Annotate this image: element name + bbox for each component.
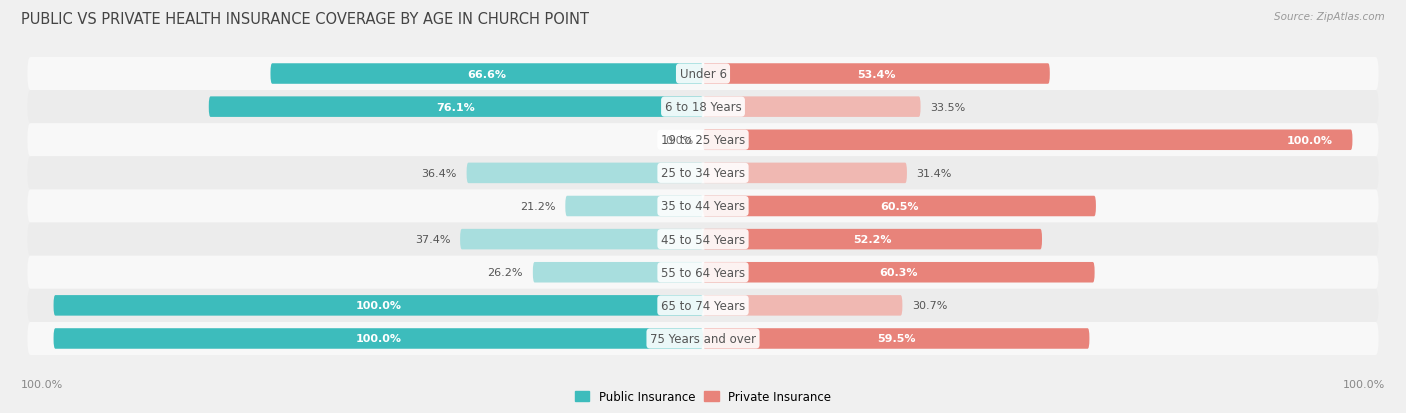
Text: Under 6: Under 6 [679,68,727,81]
FancyBboxPatch shape [703,196,1095,217]
Text: 6 to 18 Years: 6 to 18 Years [665,101,741,114]
FancyBboxPatch shape [533,262,703,283]
FancyBboxPatch shape [28,124,1378,157]
FancyBboxPatch shape [467,163,703,184]
FancyBboxPatch shape [703,97,921,118]
FancyBboxPatch shape [28,322,1378,355]
Text: 26.2%: 26.2% [488,268,523,278]
FancyBboxPatch shape [703,130,1353,151]
Text: 36.4%: 36.4% [422,169,457,178]
Text: 60.3%: 60.3% [880,268,918,278]
FancyBboxPatch shape [565,196,703,217]
FancyBboxPatch shape [53,295,703,316]
Text: 25 to 34 Years: 25 to 34 Years [661,167,745,180]
Text: 53.4%: 53.4% [858,69,896,79]
FancyBboxPatch shape [28,190,1378,223]
Text: 100.0%: 100.0% [1286,135,1333,145]
Text: 37.4%: 37.4% [415,235,450,244]
Text: 19 to 25 Years: 19 to 25 Years [661,134,745,147]
FancyBboxPatch shape [28,157,1378,190]
FancyBboxPatch shape [703,64,1050,85]
Text: 100.0%: 100.0% [1343,379,1385,389]
Text: 76.1%: 76.1% [436,102,475,112]
Text: 0.0%: 0.0% [665,135,693,145]
Text: 100.0%: 100.0% [21,379,63,389]
Legend: Public Insurance, Private Insurance: Public Insurance, Private Insurance [571,385,835,408]
Text: 33.5%: 33.5% [931,102,966,112]
FancyBboxPatch shape [28,58,1378,91]
FancyBboxPatch shape [703,163,907,184]
FancyBboxPatch shape [703,328,1090,349]
FancyBboxPatch shape [28,256,1378,289]
Text: 100.0%: 100.0% [356,334,401,344]
FancyBboxPatch shape [460,229,703,250]
FancyBboxPatch shape [208,97,703,118]
FancyBboxPatch shape [53,328,703,349]
FancyBboxPatch shape [703,229,1042,250]
Text: 59.5%: 59.5% [877,334,915,344]
FancyBboxPatch shape [28,91,1378,124]
FancyBboxPatch shape [703,295,903,316]
Text: 31.4%: 31.4% [917,169,952,178]
Text: 52.2%: 52.2% [853,235,891,244]
FancyBboxPatch shape [28,223,1378,256]
Text: 65 to 74 Years: 65 to 74 Years [661,299,745,312]
Text: 75 Years and over: 75 Years and over [650,332,756,345]
Text: Source: ZipAtlas.com: Source: ZipAtlas.com [1274,12,1385,22]
Text: 35 to 44 Years: 35 to 44 Years [661,200,745,213]
Text: 30.7%: 30.7% [912,301,948,311]
FancyBboxPatch shape [28,289,1378,322]
FancyBboxPatch shape [270,64,703,85]
Text: 66.6%: 66.6% [467,69,506,79]
Text: 21.2%: 21.2% [520,202,555,211]
Text: 55 to 64 Years: 55 to 64 Years [661,266,745,279]
Text: PUBLIC VS PRIVATE HEALTH INSURANCE COVERAGE BY AGE IN CHURCH POINT: PUBLIC VS PRIVATE HEALTH INSURANCE COVER… [21,12,589,27]
Text: 45 to 54 Years: 45 to 54 Years [661,233,745,246]
Text: 60.5%: 60.5% [880,202,918,211]
Text: 100.0%: 100.0% [356,301,401,311]
FancyBboxPatch shape [703,262,1095,283]
